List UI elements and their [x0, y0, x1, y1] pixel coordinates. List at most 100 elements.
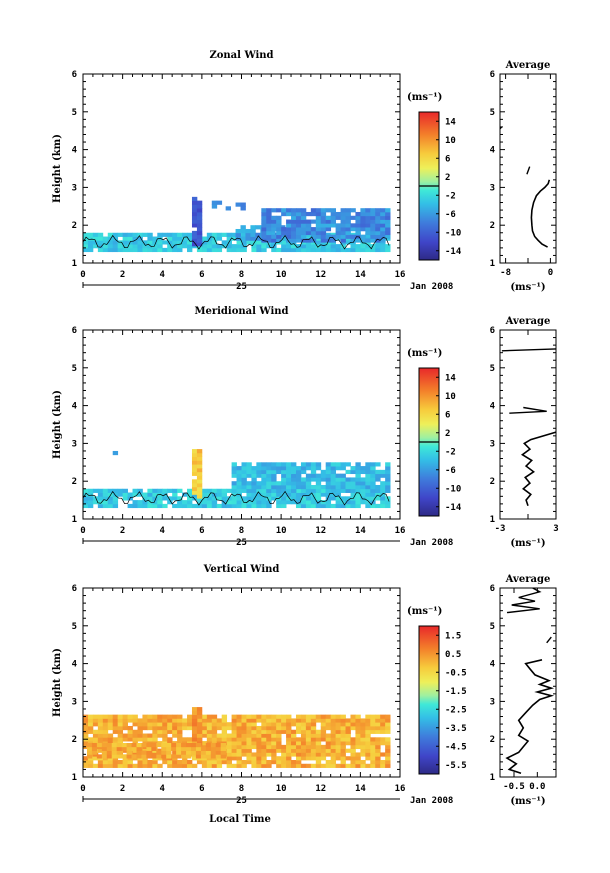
heatmap-cell: [385, 729, 391, 734]
heatmap-cell: [211, 718, 218, 723]
heatmap-cell: [182, 503, 188, 509]
heatmap-cell: [320, 744, 327, 750]
heatmap-cell: [291, 496, 297, 501]
heatmap-cell: [345, 230, 351, 236]
heatmap-cell: [360, 215, 366, 220]
heatmap-cell: [152, 503, 158, 509]
heatmap-cell: [295, 752, 302, 757]
heatmap-cell: [266, 462, 272, 467]
heatmap-cell: [151, 742, 157, 748]
heatmap-cell: [375, 744, 381, 750]
heatmap-cell: [365, 744, 371, 750]
colorbar-tick-label: -10: [445, 228, 461, 238]
heatmap-cell: [152, 244, 158, 249]
heatmap-cell: [261, 488, 267, 493]
heatmap-cell: [300, 484, 307, 490]
heatmap-cell: [320, 488, 327, 493]
heatmap-cell: [83, 244, 89, 249]
heatmap-cell: [177, 232, 183, 237]
heatmap-cell: [320, 219, 327, 224]
heatmap-cell: [360, 737, 366, 742]
heatmap-cell: [117, 232, 124, 237]
heatmap-cell: [300, 215, 307, 220]
heatmap-cell: [87, 500, 94, 505]
heatmap-cell: [380, 759, 386, 765]
heatmap-cell: [167, 500, 173, 505]
heatmap-cell: [231, 236, 237, 241]
heatmap-cell: [286, 737, 292, 742]
heatmap-cell: [305, 219, 312, 224]
heatmap-cell: [112, 729, 119, 734]
heatmap-cell: [325, 481, 332, 486]
heatmap-cell: [236, 488, 242, 493]
heatmap-cell: [385, 211, 391, 217]
heatmap-cell: [360, 759, 366, 765]
heatmap-cell: [112, 496, 119, 501]
heatmap-cell: [172, 247, 178, 253]
heatmap-cell: [380, 215, 386, 220]
heatmap-cell: [142, 503, 148, 509]
heatmap-cell: [295, 477, 302, 482]
heatmap-cell: [300, 718, 307, 723]
heatmap-cell: [246, 733, 252, 738]
heatmap-cell: [246, 756, 252, 761]
heatmap-cell: [236, 741, 242, 746]
heatmap-cell: [276, 481, 282, 486]
heatmap-cell: [320, 492, 327, 497]
heatmap-cell: [370, 223, 376, 228]
avg-y-tick-label: 3: [490, 697, 495, 707]
heatmap-cell: [261, 714, 267, 719]
heatmap-cell: [112, 763, 119, 768]
heatmap-cell: [281, 756, 287, 761]
average-title: Average: [505, 574, 551, 585]
heatmap-cell: [375, 752, 381, 757]
heatmap-cell: [246, 748, 252, 753]
heatmap-cell: [201, 714, 208, 719]
heatmap-cell: [86, 742, 93, 748]
heatmap-cell: [182, 763, 188, 768]
heatmap-cell: [246, 488, 252, 493]
heatmap-cell: [206, 488, 213, 493]
heatmap-cell: [261, 466, 267, 471]
heatmap-cell: [305, 500, 312, 505]
y-tick-label: 2: [72, 221, 77, 231]
heatmap-cell: [276, 737, 282, 742]
heatmap-cell: [231, 462, 237, 467]
heatmap-cell: [315, 748, 322, 753]
heatmap-cell: [286, 466, 292, 471]
heatmap-cell: [226, 488, 232, 493]
heatmap-cell: [365, 725, 371, 731]
heatmap-cell: [106, 746, 113, 751]
heatmap-cell: [191, 464, 198, 469]
heatmap-cell: [256, 729, 262, 734]
heatmap-cell: [256, 756, 262, 761]
heatmap-cell: [87, 503, 94, 509]
heatmap-cell: [251, 718, 257, 723]
heatmap-cell: [142, 492, 148, 497]
heatmap-cell: [191, 467, 198, 473]
heatmap-cell: [320, 503, 327, 509]
heatmap-cell: [271, 725, 277, 731]
heatmap-cell: [325, 484, 332, 490]
heatmap-cell: [256, 752, 262, 757]
heatmap-cell: [241, 744, 247, 750]
heatmap-cell: [271, 741, 277, 746]
heatmap-cell: [112, 722, 119, 727]
heatmap-cell: [380, 496, 386, 501]
heatmap-cell: [102, 496, 109, 501]
heatmap-cell: [241, 240, 247, 245]
heatmap-cell: [226, 725, 232, 731]
heatmap-cell: [266, 211, 272, 217]
heatmap-cell: [266, 763, 272, 768]
heatmap-cell: [256, 473, 262, 478]
heatmap-cell: [300, 737, 307, 742]
heatmap-cell: [310, 718, 317, 723]
heatmap-cell: [325, 469, 332, 475]
heatmap-cell: [360, 466, 366, 471]
heatmap-cell: [216, 733, 223, 738]
heatmap-cell: [196, 503, 203, 509]
avg-y-tick-label: 1: [490, 259, 495, 269]
heatmap-cell: [320, 477, 327, 482]
heatmap-cell: [300, 729, 307, 734]
